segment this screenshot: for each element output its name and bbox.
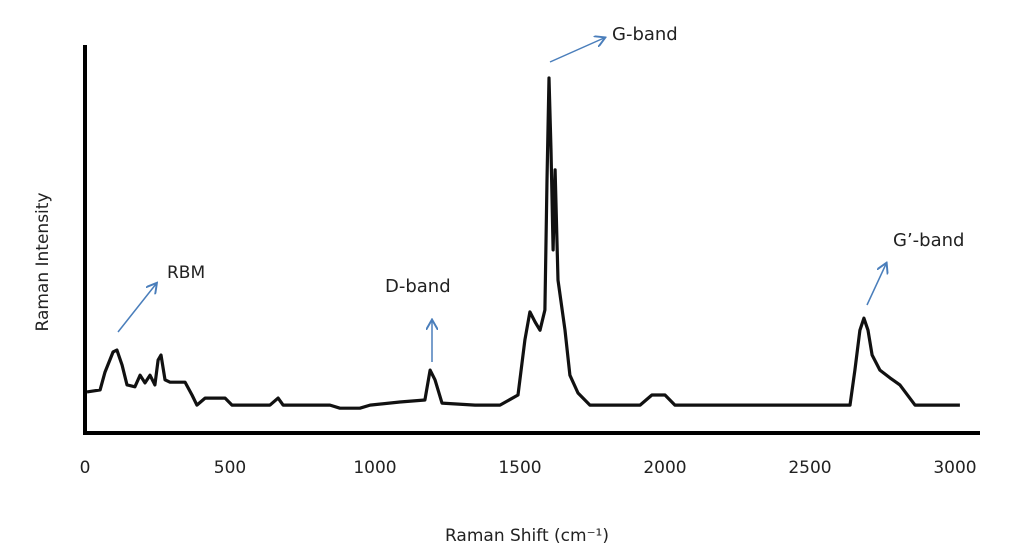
x-axis-label: Raman Shift (cm⁻¹)	[445, 526, 609, 546]
g-prime-band-arrow	[866, 264, 886, 306]
x-tick-label: 500	[214, 458, 246, 478]
spectrum-line	[86, 76, 960, 410]
x-tick-label: 1500	[498, 458, 541, 478]
annotation-g-prime-band: G’-band	[893, 230, 964, 251]
annotation-rbm: RBM	[167, 263, 205, 283]
x-tick-label: 0	[80, 458, 91, 478]
x-tick-label: 1000	[353, 458, 396, 478]
annotation-g-band: G-band	[612, 24, 678, 45]
rbm-arrow	[117, 284, 156, 333]
y-axis-label: Raman Intensity	[33, 192, 53, 331]
x-tick-label: 2000	[643, 458, 686, 478]
x-tick-label: 3000	[933, 458, 976, 478]
annotation-d-band: D-band	[385, 276, 451, 297]
x-tick-label: 2500	[788, 458, 831, 478]
g-band-arrow	[549, 38, 604, 63]
